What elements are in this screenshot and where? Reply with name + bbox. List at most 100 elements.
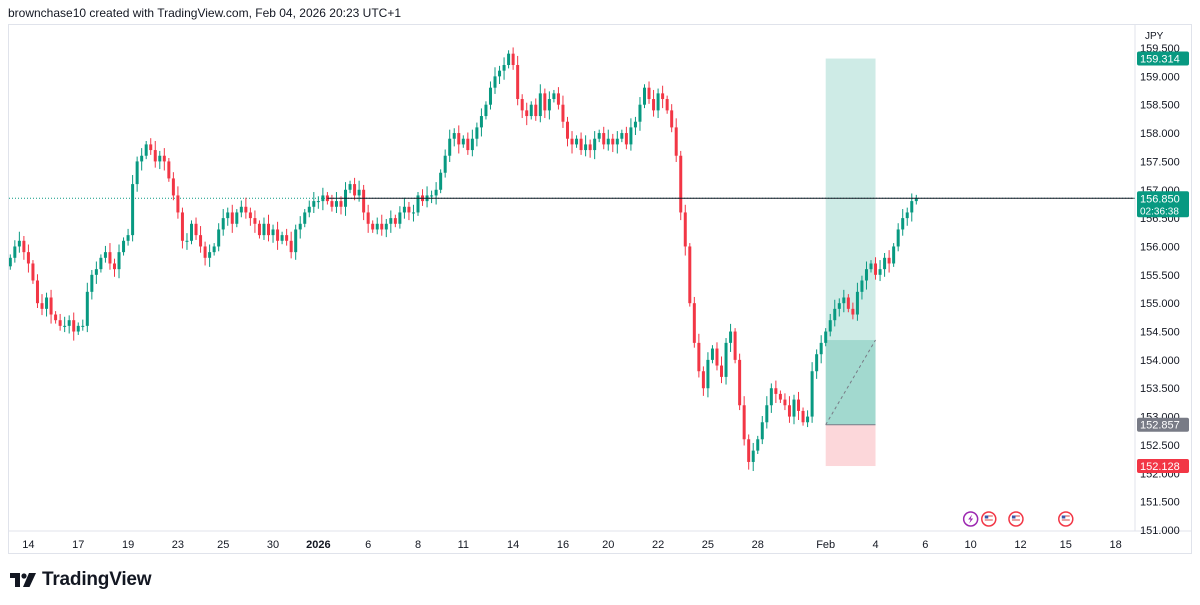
candle[interactable] [819,335,823,364]
candle[interactable] [294,224,298,260]
candle[interactable] [525,102,529,126]
candle[interactable] [425,186,429,208]
candle[interactable] [797,391,801,420]
candle[interactable] [579,132,583,155]
candle[interactable] [421,189,425,206]
candle[interactable] [330,194,334,212]
candle[interactable] [334,192,338,214]
candle[interactable] [253,210,257,233]
candle[interactable] [543,88,547,119]
candle[interactable] [267,214,271,242]
candle[interactable] [162,148,166,171]
candle[interactable] [520,94,524,119]
candle[interactable] [307,200,311,218]
candle[interactable] [896,223,900,252]
candle[interactable] [26,244,30,273]
candle[interactable] [842,289,846,313]
candle[interactable] [176,186,180,219]
candle[interactable] [112,258,116,277]
candle[interactable] [692,296,696,348]
candle[interactable] [149,138,153,155]
candle[interactable] [688,243,692,307]
candle[interactable] [507,50,511,69]
candle[interactable] [538,84,542,123]
candle[interactable] [479,108,483,137]
candle[interactable] [353,177,357,201]
candle[interactable] [633,116,637,136]
candle[interactable] [683,204,687,256]
candle[interactable] [339,196,343,215]
candle[interactable] [769,383,773,413]
candle[interactable] [384,218,388,238]
us-flag-icon[interactable] [981,511,997,527]
candle[interactable] [855,282,859,321]
candle[interactable] [344,182,348,216]
candle[interactable] [226,207,230,226]
candle[interactable] [760,416,764,445]
candle[interactable] [90,270,94,300]
candle[interactable] [230,204,234,233]
candle[interactable] [824,328,828,347]
candle[interactable] [910,193,914,222]
candle[interactable] [276,221,280,250]
candle[interactable] [362,184,366,221]
candle[interactable] [556,87,560,110]
candle[interactable] [85,282,89,333]
candle[interactable] [99,254,103,273]
position-stop-zone[interactable] [825,424,876,467]
tradingview-footer[interactable]: TradingView [10,569,152,591]
candle[interactable] [597,129,601,143]
candle[interactable] [751,442,755,472]
candle[interactable] [656,88,660,119]
candle[interactable] [670,104,674,133]
candle[interactable] [126,228,130,246]
candle[interactable] [846,294,850,313]
candle[interactable] [747,434,751,470]
candle[interactable] [516,55,520,106]
candle[interactable] [452,128,456,147]
candle[interactable] [380,214,384,236]
candle[interactable] [787,396,791,423]
candle[interactable] [511,47,515,70]
candle[interactable] [611,133,615,153]
candle[interactable] [652,89,656,117]
candle[interactable] [860,275,864,300]
candle[interactable] [643,84,646,109]
candle[interactable] [180,207,184,249]
candle[interactable] [615,131,619,154]
candle[interactable] [901,209,905,236]
candle[interactable] [312,192,316,214]
candle[interactable] [466,132,470,155]
position-target-zone[interactable] [825,58,876,425]
candle[interactable] [801,407,805,426]
candle[interactable] [285,228,289,246]
candle[interactable] [706,352,710,398]
candle[interactable] [765,396,769,429]
candle[interactable] [602,126,606,150]
candle[interactable] [72,312,76,341]
candle[interactable] [212,243,216,256]
candle[interactable] [701,366,705,396]
candle[interactable] [131,175,135,242]
candle[interactable] [289,231,293,259]
candle[interactable] [122,237,126,256]
candle[interactable] [31,260,35,284]
candle[interactable] [647,81,651,104]
candle[interactable] [262,217,266,240]
candle[interactable] [58,313,62,331]
candle[interactable] [493,67,497,94]
candle[interactable] [45,292,49,317]
candle[interactable] [443,149,447,178]
candle[interactable] [316,196,320,209]
candle[interactable] [67,315,71,334]
candle[interactable] [575,135,579,148]
us-flag-icon[interactable] [1058,511,1074,527]
candle[interactable] [887,250,891,273]
candle[interactable] [371,220,375,233]
candle[interactable] [638,97,642,131]
candle[interactable] [348,180,352,194]
candle[interactable] [144,140,148,160]
candle[interactable] [430,190,434,204]
candle[interactable] [874,257,878,280]
candle[interactable] [588,139,592,158]
